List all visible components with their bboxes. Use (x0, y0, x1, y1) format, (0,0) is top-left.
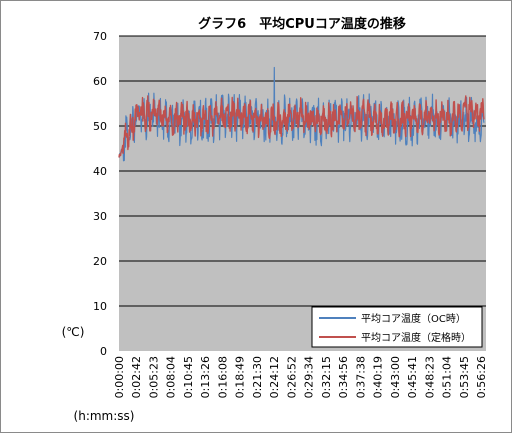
y-tick-label: 20 (93, 255, 107, 268)
x-tick-label: 0:40:19 (372, 356, 385, 398)
x-tick-label: 0:02:42 (130, 356, 143, 398)
series-lines (118, 66, 485, 162)
x-tick-label: 0:05:23 (147, 356, 160, 398)
x-tick-label: 0:56:26 (475, 356, 488, 398)
x-tick-label: 0:21:30 (251, 356, 264, 398)
x-tick-label: 0:18:49 (234, 356, 247, 398)
x-tick-labels: 0:00:00 0:02:42 0:05:23 0:08:04 0:10:45 0:13:… (113, 356, 488, 398)
plot-area (119, 36, 486, 351)
y-tick-label: 30 (93, 210, 107, 223)
x-tick-label: 0:37:38 (354, 356, 367, 398)
chart-title: グラフ6 平均CPUコア温度の推移 (198, 16, 406, 32)
x-tick-label: 0:08:04 (165, 356, 178, 398)
x-tick-label: 0:16:08 (216, 356, 229, 398)
y-axis-label: (℃) (62, 325, 85, 339)
x-tick-label: 0:48:23 (423, 356, 436, 398)
legend-box (311, 306, 483, 348)
y-tick-label: 10 (93, 300, 107, 313)
x-tick-label: 0:24:12 (268, 356, 281, 398)
legend-label-stock: 平均コア温度（定格時） (361, 331, 471, 344)
x-tick-label: 0:51:04 (441, 356, 454, 398)
y-tick-labels: 0 10 20 30 40 50 60 70 (93, 30, 107, 358)
legend: 平均コア温度（OC時） 平均コア温度（定格時） (311, 306, 483, 348)
y-tick-label: 40 (93, 165, 107, 178)
series-line (118, 95, 485, 158)
x-tick-label: 0:29:34 (303, 356, 316, 398)
y-tick-label: 60 (93, 75, 107, 88)
y-tick-label: 70 (93, 30, 107, 43)
y-tick-label: 0 (100, 345, 107, 358)
x-tick-label: 0:26:52 (285, 356, 298, 398)
x-tick-label: 0:32:15 (320, 356, 333, 398)
x-tick-label: 0:00:00 (113, 356, 126, 398)
x-tick-label: 0:10:45 (182, 356, 195, 398)
legend-label-oc: 平均コア温度（OC時） (361, 312, 466, 325)
x-axis-label: (h:mm:ss) (74, 409, 135, 423)
x-tick-label: 0:34:56 (337, 356, 350, 398)
x-tick-label: 0:45:41 (406, 356, 419, 398)
y-tick-label: 50 (93, 120, 107, 133)
x-tick-label: 0:43:00 (389, 356, 402, 398)
x-tick-label: 0:53:45 (458, 356, 471, 398)
x-tick-label: 0:13:26 (199, 356, 212, 398)
